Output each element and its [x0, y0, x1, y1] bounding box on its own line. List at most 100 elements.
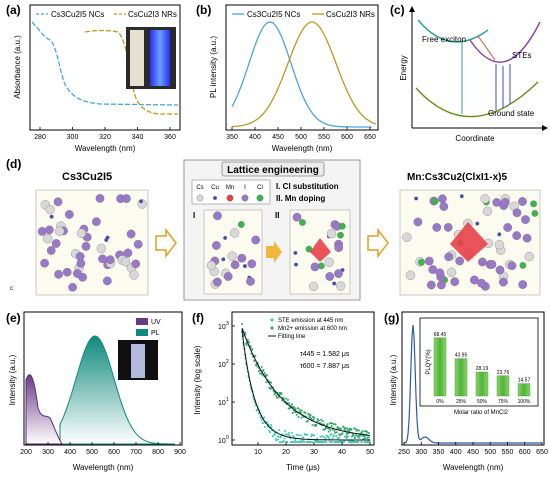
crystal-right [399, 189, 541, 296]
atom [213, 277, 222, 287]
mn-point [321, 420, 324, 423]
atom [54, 269, 63, 279]
y-tick-exp: 1 [226, 397, 229, 403]
atom [53, 197, 63, 207]
mn-point [339, 434, 342, 437]
ste-point [270, 423, 273, 426]
atom [292, 212, 302, 222]
x-tick-label: 600 [108, 449, 120, 456]
atom [338, 222, 346, 230]
atom [120, 257, 131, 267]
x-tick-label: 20 [282, 449, 290, 456]
mn-point [262, 368, 265, 371]
relax-arrow [477, 35, 496, 61]
atom [37, 227, 47, 236]
inset-bar-value: 68.45 [434, 332, 447, 338]
step-mark-2: II [275, 211, 279, 220]
atom-legend-label: I [244, 185, 246, 191]
panel-label-g: (g) [384, 311, 399, 325]
mn-point [350, 428, 353, 431]
ste-point [286, 441, 289, 443]
ste-point [311, 441, 314, 443]
x-tick-label: 40 [338, 449, 346, 456]
fit-line-mn [241, 327, 371, 436]
tau-600: τ600 = 7.887 μs [300, 363, 350, 370]
x-tick-label: 300 [67, 134, 79, 141]
ste-point [285, 433, 288, 436]
x-tick-label: 360 [164, 134, 176, 141]
atom-legend-label: Mn [226, 185, 234, 191]
ste-point [282, 440, 285, 443]
mn-point [327, 430, 330, 433]
atom [293, 250, 298, 255]
mn-point [345, 432, 348, 435]
mn-point [346, 427, 349, 430]
mn-point [325, 426, 328, 429]
atom [414, 196, 419, 201]
ste-point [284, 430, 287, 433]
mn-point [361, 430, 364, 433]
mn-octahedron-right [450, 222, 488, 262]
label-free-exciton: Free exciton [422, 35, 466, 44]
inset-bar [433, 337, 447, 397]
legend-e-pl: PL [151, 330, 160, 337]
y-tick-exp: 3 [226, 321, 229, 327]
atom [299, 219, 306, 226]
atom [213, 211, 222, 221]
mn-point [341, 432, 344, 435]
atom [418, 258, 425, 266]
mn-point [335, 431, 338, 434]
mn-point [255, 364, 258, 367]
atom [324, 257, 334, 267]
x-tick-label: 650 [536, 449, 548, 456]
y-tick-exp: 0 [226, 435, 229, 441]
inset-category: 0% [436, 399, 444, 405]
ste-point [310, 435, 313, 438]
mn-point [294, 407, 297, 410]
atom [500, 198, 510, 207]
ground-state-curve [415, 81, 539, 118]
pl-area-e [59, 335, 175, 445]
atom [477, 278, 486, 288]
mn-point [306, 419, 309, 422]
mn-point [331, 422, 334, 425]
curve-b-ncs [231, 21, 372, 128]
atom [443, 223, 453, 232]
xlabel-a: Wavelength (nm) [75, 144, 136, 153]
atom [497, 232, 502, 237]
atom [426, 280, 436, 290]
crystal-left [35, 189, 149, 296]
label-stes: STEs [512, 51, 532, 60]
atom [336, 281, 346, 291]
ste-point [306, 433, 309, 436]
atom [325, 272, 335, 281]
mn-point [342, 426, 345, 429]
mn-point [354, 428, 357, 431]
ste-point [277, 435, 280, 438]
atom-legend-swatch [256, 194, 264, 202]
mn-point [310, 417, 313, 420]
ylabel-a: Absorbance (a.u.) [13, 35, 22, 99]
axes-b [225, 4, 379, 131]
atom [227, 251, 237, 261]
atom [54, 226, 65, 236]
ste-point [274, 437, 277, 440]
atom [294, 262, 298, 267]
ste-point [360, 441, 363, 443]
mn-point [309, 414, 312, 417]
x-tick-label: 450 [272, 134, 284, 141]
d-left-title: Cs3Cu2I5 [62, 171, 112, 183]
atom [444, 252, 454, 262]
mn-point [244, 333, 247, 336]
mn-point [367, 432, 370, 435]
atom-legend-swatch [226, 194, 234, 202]
legend-f-ste-marker [270, 318, 274, 322]
ste-point [270, 426, 273, 429]
ste-point [277, 438, 280, 441]
ste-point [293, 438, 296, 441]
atom [495, 265, 505, 275]
vial-a-uv [150, 30, 170, 86]
atom [46, 246, 56, 255]
x-tick-label: 300 [42, 449, 54, 456]
mn-point [270, 381, 273, 384]
